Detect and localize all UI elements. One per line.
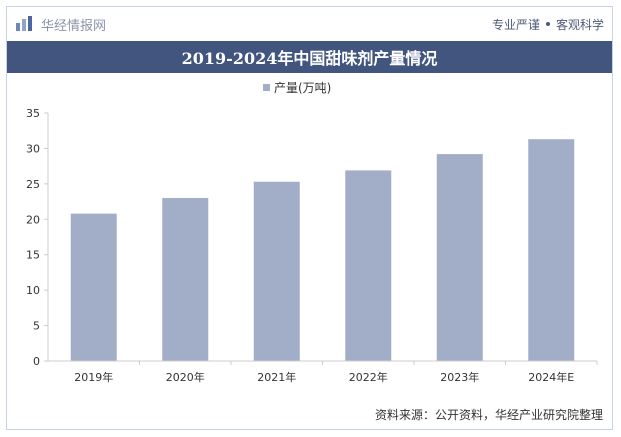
header-bar: 华经情报网 专业严谨 客观科学 <box>7 7 612 41</box>
slogan-separator-dot <box>545 22 550 26</box>
chart-title-bar: 2019-2024年中国甜味剂产量情况 <box>7 41 612 73</box>
legend-label: 产量(万吨) <box>274 81 332 95</box>
y-tick-label: 15 <box>26 249 40 262</box>
bar-4 <box>436 154 483 361</box>
x-tick-label: 2024年E <box>528 370 574 384</box>
y-axis: 0 5 10 15 20 25 30 35 <box>26 107 49 368</box>
chart-legend: 产量(万吨) <box>263 79 331 96</box>
bar-3 <box>345 170 392 361</box>
x-tick-label: 2021年 <box>257 370 296 384</box>
brand-logo-icon <box>15 16 35 32</box>
legend-swatch <box>263 84 270 91</box>
bars <box>70 139 575 361</box>
y-tick-label: 20 <box>26 213 40 226</box>
x-tick-label: 2023年 <box>440 370 479 384</box>
slogan-left: 专业严谨 <box>491 17 540 32</box>
slogan: 专业严谨 客观科学 <box>492 16 604 33</box>
bar-2 <box>253 181 300 361</box>
chart-title: 2019-2024年中国甜味剂产量情况 <box>181 49 438 68</box>
y-tick-label: 10 <box>26 284 40 297</box>
y-tick-label: 30 <box>26 142 40 155</box>
bar-5 <box>528 139 575 361</box>
x-tick-label: 2020年 <box>166 370 205 384</box>
x-tick-label: 2019年 <box>74 370 113 384</box>
bar-1 <box>162 198 209 361</box>
source-note: 资料来源：公开资料，华经产业研究院整理 <box>374 408 603 422</box>
brand-name: 华经情报网 <box>41 18 107 34</box>
bar-0 <box>70 213 117 361</box>
y-tick-label: 5 <box>33 320 40 333</box>
x-tick-label: 2022年 <box>349 370 388 384</box>
y-tick-label: 0 <box>33 355 40 368</box>
brand: 华经情报网 <box>15 15 106 34</box>
y-tick-label: 25 <box>26 178 40 191</box>
x-axis: 2019年 2020年 2021年 2022年 2023年 2024年E <box>48 360 598 384</box>
y-tick-label: 35 <box>26 107 40 120</box>
slogan-right: 客观科学 <box>555 17 604 32</box>
